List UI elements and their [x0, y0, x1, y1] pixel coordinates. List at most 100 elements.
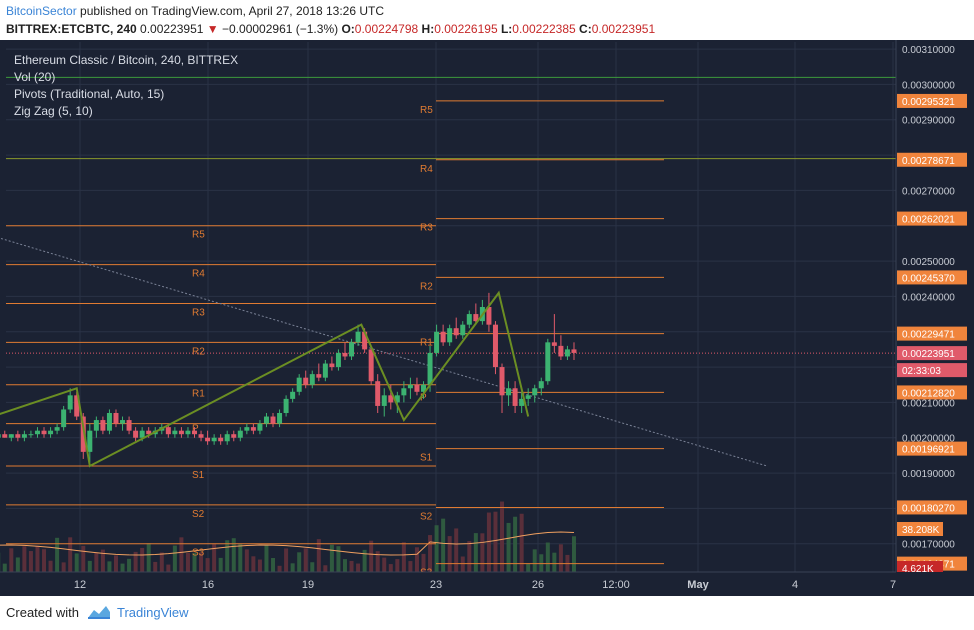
candle-body [93, 420, 99, 431]
volume-bar [159, 552, 164, 572]
candle-body [74, 395, 80, 417]
open-value: 0.00224798 [354, 22, 419, 36]
tradingview-logo-icon[interactable] [86, 602, 112, 622]
volume-bar [454, 528, 459, 572]
price-tick-label: 0.00270000 [902, 186, 955, 197]
volume-bar [473, 533, 478, 572]
volume-bar [356, 563, 361, 572]
volume-label-box [897, 561, 943, 575]
zigzag-line [0, 290, 530, 468]
price-tick-label: 0.00300000 [902, 80, 955, 91]
pivot-label: R1 [192, 389, 205, 400]
volume-bar [284, 548, 289, 572]
time-tick-label: May [687, 579, 709, 591]
pivot-label: S1 [420, 453, 433, 464]
volume-bar [532, 549, 537, 572]
volume-bar [199, 552, 204, 572]
published-text: published on TradingView.com, April 27, … [80, 4, 385, 18]
candle-body [368, 349, 374, 382]
time-tick-label: 12:00 [602, 579, 630, 591]
volume-bar [486, 512, 491, 572]
candle-body [407, 384, 413, 389]
candle-body [290, 391, 296, 399]
candle-body [139, 430, 145, 438]
candle-body [257, 423, 263, 431]
candle-body [296, 377, 302, 392]
down-arrow-icon: ▼ [206, 22, 219, 36]
volume-bar [205, 558, 210, 572]
volume-bar [172, 545, 177, 572]
volume-bar [74, 553, 79, 572]
price-label-text: 0.00278671 [902, 156, 955, 167]
volume-bar [185, 552, 190, 572]
candle-body [342, 352, 348, 357]
created-with-text: Created with [6, 605, 79, 620]
price-label-text: 0.00180270 [902, 503, 955, 514]
candle-body [205, 437, 211, 442]
volume-bar [35, 545, 40, 572]
volume-bar [140, 547, 145, 572]
volume-bar [251, 556, 256, 572]
volume-bar [336, 546, 341, 572]
open-label: O: [341, 22, 355, 36]
time-tick-label: 7 [890, 579, 896, 591]
price-label-box [897, 385, 967, 400]
pivot-label: S2 [192, 509, 205, 520]
volume-bar [303, 548, 308, 572]
candle-body [381, 395, 387, 406]
volume-bar [231, 538, 236, 572]
legend-zigzag[interactable]: Zig Zag (5, 10) [14, 104, 93, 118]
legend-volume[interactable]: Vol (20) [14, 70, 56, 84]
candle-body [375, 381, 381, 406]
pivot-label: R3 [192, 307, 205, 318]
pivot-label: P [192, 424, 199, 435]
tradingview-link[interactable]: TradingView [117, 605, 189, 620]
time-tick-label: 23 [430, 579, 442, 591]
candle-body [434, 331, 440, 353]
close-label: C: [579, 22, 592, 36]
volume-bar [414, 547, 419, 572]
volume-bar [179, 537, 184, 572]
volume-bar [329, 544, 334, 572]
candle-body [133, 430, 139, 438]
volume-bar [434, 525, 439, 572]
pivot-label: R2 [420, 281, 433, 292]
candle-body [224, 434, 230, 442]
chart-panel[interactable]: R5R4R3R2R1PS1S2S3R5R4R3R2R1PS1S2S30.0031… [0, 40, 974, 596]
candle-body [466, 314, 472, 325]
candle-body [303, 377, 309, 385]
volume-bar [395, 559, 400, 572]
volume-bar [310, 562, 315, 572]
candle-body [113, 413, 119, 424]
candle-body [519, 398, 525, 406]
candle-body [218, 437, 224, 442]
candle-body [388, 395, 394, 403]
volume-bar [480, 533, 485, 572]
volume-bar [48, 560, 53, 572]
volume-bar [460, 556, 465, 572]
volume-bar [68, 537, 73, 572]
candle-body [473, 314, 479, 322]
author-link[interactable]: BitcoinSector [6, 4, 77, 18]
volume-bar [192, 552, 197, 572]
price-chart[interactable]: R5R4R3R2R1PS1S2S3R5R4R3R2R1PS1S2S30.0031… [0, 40, 974, 596]
price-label-box [897, 326, 967, 341]
volume-bar [571, 536, 576, 572]
volume-bar [421, 553, 426, 572]
volume-bar [513, 516, 518, 572]
volume-bar [277, 565, 282, 572]
candle-body [394, 395, 400, 403]
candle-body [263, 416, 269, 424]
candle-body [48, 430, 54, 435]
candle-body [316, 374, 322, 378]
candle-body [120, 420, 126, 424]
volume-bar [264, 545, 269, 572]
volume-bar [362, 549, 367, 572]
volume-ma-line [0, 531, 575, 556]
volume-bar [388, 564, 393, 572]
time-tick-label: 26 [532, 579, 544, 591]
legend-pivots[interactable]: Pivots (Traditional, Auto, 15) [14, 87, 165, 101]
volume-bar [467, 541, 472, 572]
trendline [0, 237, 768, 467]
volume-bar [166, 564, 171, 572]
